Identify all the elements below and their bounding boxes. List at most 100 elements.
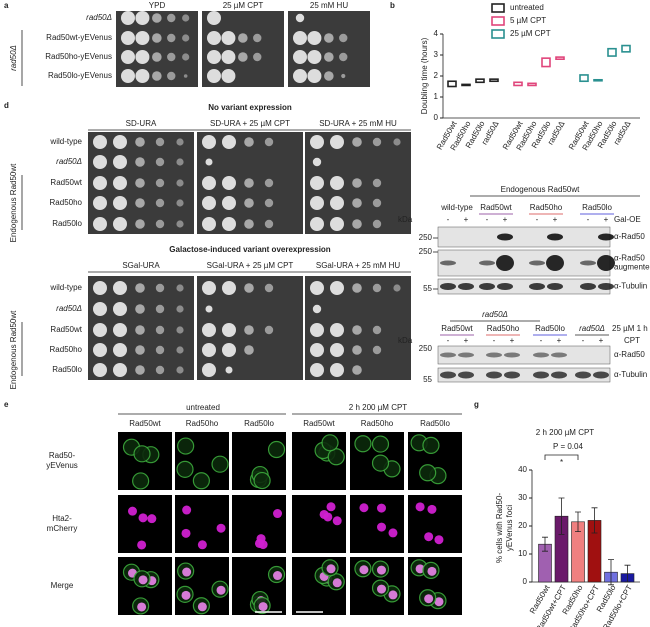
y-tick-label: 40 <box>518 465 527 474</box>
colony-spot <box>113 217 127 231</box>
marker: 250 <box>419 233 433 242</box>
antibody: augmented <box>614 263 650 272</box>
colony-spot <box>135 157 145 167</box>
section-title: No variant expression <box>208 103 292 112</box>
nucleus <box>377 584 387 594</box>
colony-spot <box>222 217 236 231</box>
error-bar <box>575 511 581 532</box>
strain: Rad50wt <box>129 419 161 428</box>
panel-letter: d <box>4 101 9 110</box>
band <box>551 352 567 358</box>
column-header: SGal-URA + 25 mM HU <box>316 261 400 270</box>
band <box>580 283 596 290</box>
cell <box>371 435 390 453</box>
row-label: rad50Δ <box>56 157 82 166</box>
colony-spot <box>202 196 216 210</box>
treatment: 25 µM 1 h <box>612 324 648 333</box>
micrograph <box>350 495 404 553</box>
colony-spot <box>372 137 382 147</box>
nucleus <box>434 535 444 545</box>
lane-label: Rad50wt <box>441 324 473 333</box>
cell <box>176 460 194 478</box>
band <box>486 371 502 379</box>
colony-spot <box>264 325 274 335</box>
blot <box>437 345 611 365</box>
colony-spot <box>222 135 236 149</box>
colony-spot <box>167 13 176 23</box>
colony-spot <box>113 281 127 295</box>
colony-spot <box>393 284 401 292</box>
colony-spot <box>113 323 127 337</box>
treatment: CPT <box>624 336 640 345</box>
channel-label: Rad50- <box>49 451 76 460</box>
legend-swatch <box>491 16 505 26</box>
sign: - <box>536 215 539 224</box>
colony-spot <box>310 363 324 377</box>
colony-spot <box>310 323 324 337</box>
column-header: SD-URA + 25 µM CPT <box>210 119 290 128</box>
colony-spot <box>293 31 307 45</box>
nucleus <box>138 575 148 585</box>
cell <box>253 471 271 490</box>
band <box>575 371 591 379</box>
panel-letter: e <box>4 400 9 409</box>
error-bar <box>624 564 631 583</box>
colony-spot <box>167 52 176 62</box>
colony-spot <box>264 283 274 293</box>
colony-spot <box>264 178 274 188</box>
colony-spot <box>372 325 382 335</box>
colony-spot <box>330 343 344 357</box>
colony-spot <box>155 157 165 167</box>
colony-spot <box>222 323 236 337</box>
sign: - <box>587 215 590 224</box>
colony-spot <box>238 52 248 62</box>
colony-spot <box>372 178 382 188</box>
colony-spot <box>113 196 127 210</box>
nucleus <box>434 597 444 607</box>
nucleus <box>376 565 386 575</box>
colony-spot <box>244 137 254 147</box>
channel-label: Hta2- <box>52 514 72 523</box>
cell <box>371 454 390 472</box>
range-box <box>593 78 603 82</box>
colony-spot <box>372 283 382 293</box>
cell <box>267 440 286 459</box>
nucleus <box>332 578 342 588</box>
colony-spot <box>176 138 184 146</box>
colony-spot <box>307 69 322 83</box>
colony-spot <box>202 323 216 337</box>
band <box>458 352 474 358</box>
nucleus <box>137 540 147 550</box>
colony-spot <box>176 158 184 166</box>
colony-spot <box>135 198 145 208</box>
nucleus <box>415 564 425 574</box>
colony-spot <box>135 325 145 335</box>
colony-spot <box>221 31 236 45</box>
colony-spot <box>93 176 107 190</box>
colony-spot <box>121 50 135 64</box>
colony-spot <box>324 71 334 81</box>
sign: - <box>486 215 489 224</box>
y-tick-label: 3 <box>434 50 439 59</box>
colony-spot <box>293 69 307 83</box>
colony-spot <box>372 198 382 208</box>
error-bar <box>558 497 565 535</box>
y-tick-label: 0 <box>434 113 439 122</box>
panel-letter: g <box>474 400 479 409</box>
colony-spot <box>155 137 165 147</box>
nucleus <box>326 564 336 574</box>
colony-spot <box>202 343 216 357</box>
colony-spot <box>310 217 324 231</box>
lane-label: wild-type <box>440 203 473 212</box>
legend-label: untreated <box>510 3 544 12</box>
colony-spot <box>152 33 162 43</box>
range-box <box>579 74 589 83</box>
band <box>546 255 564 271</box>
band <box>547 283 563 290</box>
annotation: P = 0.04 <box>553 442 583 451</box>
band <box>533 352 549 358</box>
nucleus <box>326 502 336 512</box>
antibody: α-Rad50 <box>614 254 645 263</box>
colony-spot <box>113 155 127 169</box>
cell <box>132 472 150 490</box>
